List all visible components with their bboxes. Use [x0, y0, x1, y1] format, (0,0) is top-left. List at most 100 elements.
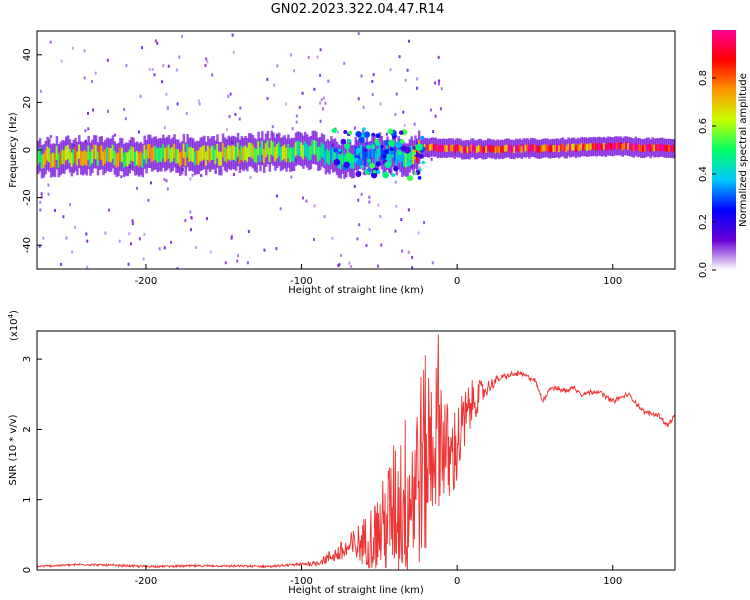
- speckle-cell: [71, 250, 74, 254]
- speckle-cell: [232, 172, 235, 176]
- blob-cell: [388, 139, 395, 147]
- x-tick-label: 100: [603, 576, 622, 587]
- speckle-cell: [120, 175, 123, 179]
- ridge-core-cell: [253, 147, 257, 162]
- ridge-core-cell: [242, 147, 245, 162]
- ridge-core-cell: [643, 144, 647, 152]
- ridge-core-cell: [444, 145, 447, 152]
- speckle-cell: [357, 97, 360, 101]
- ridge-core-cell: [574, 145, 578, 153]
- ridge-core-cell: [539, 145, 542, 153]
- speckle-cell: [406, 68, 409, 72]
- ridge-core-cell: [623, 142, 626, 150]
- ridge-core-cell: [287, 144, 290, 159]
- ridge-core-cell: [371, 143, 374, 158]
- ridge-core-cell: [531, 144, 535, 151]
- speckle-cell: [154, 39, 157, 43]
- y-tick-label: 20: [22, 96, 33, 109]
- ridge-core-cell: [457, 144, 460, 152]
- ridge-core-cell: [378, 141, 382, 157]
- speckle-cell: [163, 177, 166, 181]
- speckle-cell: [246, 261, 249, 265]
- speckle-cell: [209, 250, 212, 254]
- ridge-core-cell: [259, 147, 262, 162]
- speckle-cell: [376, 264, 379, 268]
- speckle-cell: [360, 192, 363, 196]
- speckle-cell: [404, 78, 407, 82]
- blob-cell: [365, 144, 371, 150]
- ridge-core-cell: [87, 145, 90, 160]
- ridge-core-cell: [143, 145, 146, 160]
- ridge-core-cell: [167, 144, 171, 159]
- ridge-core-cell: [137, 152, 141, 168]
- snr-panel: -200 -100 0 100 0 1 2 3 Height of straight lin…: [7, 310, 676, 596]
- ridge-core-cell: [115, 153, 118, 168]
- ridge-core-cell: [274, 146, 277, 162]
- ridge-core-cell: [37, 150, 40, 165]
- speckle-cell: [228, 115, 231, 119]
- speckle-cell: [401, 249, 404, 253]
- ridge-core-cell: [184, 151, 188, 167]
- speckle-cell: [319, 119, 322, 123]
- ridge-core-cell: [193, 151, 197, 166]
- ridge-core-cell: [460, 146, 464, 154]
- ridge-core-cell: [117, 152, 120, 167]
- speckle-cell: [206, 217, 209, 221]
- ridge-core-cell: [550, 145, 554, 152]
- ridge-core-cell: [100, 145, 103, 160]
- blob-cell: [363, 147, 368, 153]
- ridge-core-cell: [320, 142, 324, 158]
- speckle-cell: [434, 114, 437, 118]
- ridge-core-cell: [279, 147, 283, 162]
- speckle-cell: [353, 184, 356, 188]
- speckle-cell: [91, 80, 94, 84]
- ridge-core-cell: [219, 151, 223, 166]
- ridge-core-cell: [221, 142, 225, 158]
- blob-cell: [382, 154, 387, 159]
- snr-x-label: Height of straight line (km): [288, 585, 424, 596]
- ridge-core-cell: [283, 144, 286, 159]
- ridge-core-cell: [130, 146, 133, 161]
- snr-y-exponent: (x104): [7, 310, 20, 341]
- ridge-core-cell: [332, 148, 335, 164]
- ridge-core-cell: [68, 148, 72, 164]
- speckle-cell: [305, 199, 308, 203]
- speckle-cell: [194, 245, 197, 249]
- snr-y-ticks: 0 1 2 3: [22, 356, 42, 573]
- blob-cell: [418, 154, 424, 159]
- ridge-core-cell: [436, 145, 440, 153]
- speckle-cell: [160, 80, 163, 84]
- speckle-cell: [238, 117, 241, 121]
- ridge-core-cell: [485, 146, 488, 153]
- ridge-core-cell: [472, 144, 475, 152]
- speckle-cell: [290, 175, 293, 179]
- speckle-cell: [232, 50, 235, 54]
- ridge-core-cell: [533, 144, 537, 152]
- y-tick-label: -40: [22, 237, 33, 253]
- speckle-cell: [431, 261, 434, 265]
- speckle-cell: [385, 132, 388, 136]
- blob-cell: [374, 141, 380, 146]
- ridge-core-cell: [91, 149, 94, 164]
- ridge-core-cell: [578, 144, 582, 152]
- ridge-core-cell: [38, 147, 42, 163]
- ridge-core-cell: [322, 144, 326, 159]
- speckle-cell: [69, 203, 72, 207]
- blob-cell: [416, 143, 424, 151]
- ridge-core-cell: [591, 143, 595, 151]
- ridge-core-cell: [434, 143, 438, 151]
- speckle-cell: [395, 92, 398, 96]
- ridge-core-cell: [440, 145, 443, 152]
- spectrogram-x-label: Height of straight line (km): [288, 285, 424, 296]
- speckle-cell: [162, 64, 165, 68]
- ridge-core-cell: [447, 144, 451, 151]
- ridge-core-cell: [135, 150, 139, 166]
- speckle-cell: [124, 117, 127, 121]
- speckle-cell: [371, 79, 374, 83]
- ridge-core-cell: [632, 144, 636, 152]
- ridge-core-cell: [640, 145, 643, 152]
- ridge-core-cell: [134, 151, 137, 167]
- y-tick-label: 2: [22, 426, 33, 432]
- ridge-core-cell: [647, 143, 651, 151]
